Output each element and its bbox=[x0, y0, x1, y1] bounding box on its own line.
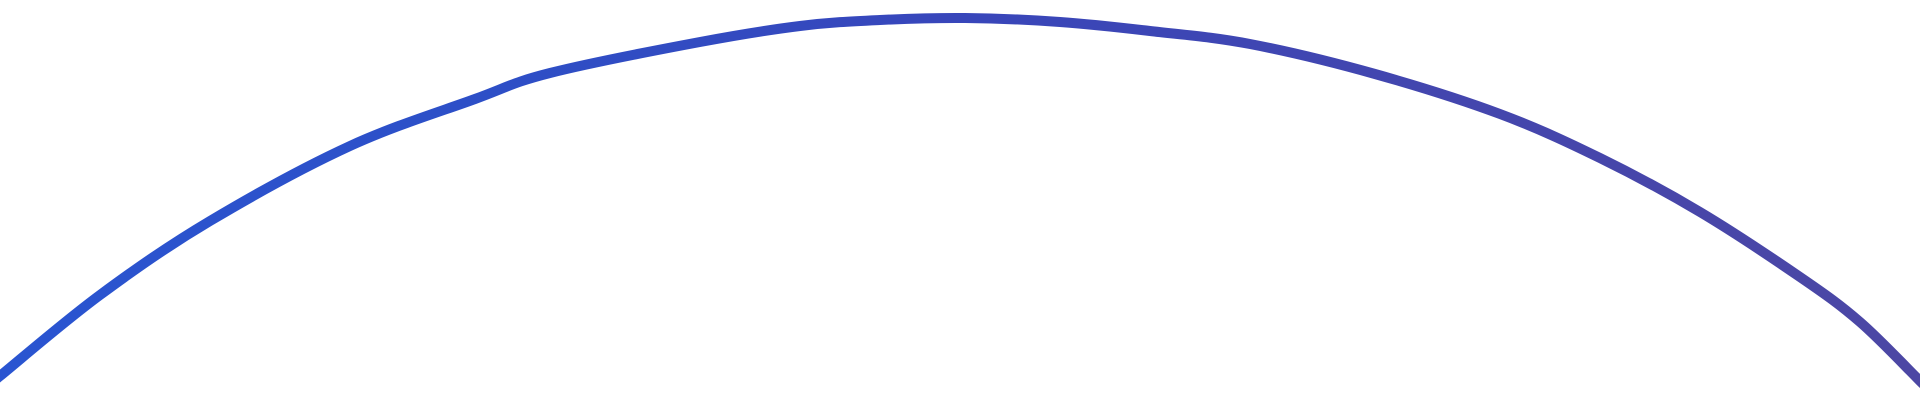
curve-line bbox=[0, 12, 1920, 389]
